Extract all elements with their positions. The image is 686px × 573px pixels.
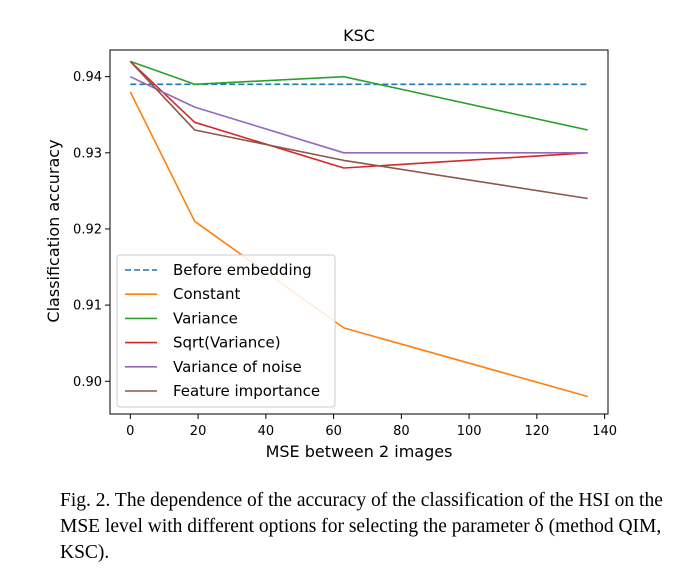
chart-title: KSC xyxy=(343,26,375,45)
x-tick-label: 140 xyxy=(592,424,617,439)
legend-label: Sqrt(Variance) xyxy=(173,334,281,352)
x-tick-label: 20 xyxy=(190,424,207,439)
legend-box xyxy=(116,254,336,408)
x-tick-label: 0 xyxy=(126,424,134,439)
legend-label: Variance of noise xyxy=(173,358,302,376)
series-line-variance-of-noise xyxy=(129,75,588,154)
y-tick-label: 0.90 xyxy=(73,375,102,390)
x-axis-label: MSE between 2 images xyxy=(266,442,453,461)
y-tick-label: 0.93 xyxy=(73,146,102,161)
y-axis-label: Classification accuracy xyxy=(44,139,63,322)
x-tick-label: 40 xyxy=(258,424,275,439)
figure-caption: Fig. 2. The dependence of the accuracy o… xyxy=(60,490,663,563)
y-axis-ticks: 0.90 0.91 0.92 0.93 0.94 xyxy=(73,70,110,390)
y-tick-label: 0.94 xyxy=(73,70,102,85)
x-tick-label: 60 xyxy=(325,424,342,439)
x-axis-ticks: 0 20 40 60 80 100 120 140 xyxy=(126,414,617,439)
series-line-feature-importance xyxy=(129,60,588,200)
x-tick-label: 80 xyxy=(393,424,410,439)
y-tick-label: 0.91 xyxy=(73,299,102,314)
legend-label: Feature importance xyxy=(173,382,320,400)
legend: Before embedding Constant Variance Sqrt(Var… xyxy=(116,254,336,408)
line-chart: KSC MSE between 2 images Classification … xyxy=(44,26,617,461)
x-tick-label: 120 xyxy=(524,424,549,439)
legend-label: Constant xyxy=(173,285,241,303)
legend-label: Variance xyxy=(173,309,238,327)
plot-frame xyxy=(109,49,609,415)
series-line-variance xyxy=(130,60,588,131)
y-tick-label: 0.92 xyxy=(73,222,102,237)
legend-label: Before embedding xyxy=(173,261,312,279)
x-tick-label: 100 xyxy=(457,424,482,439)
